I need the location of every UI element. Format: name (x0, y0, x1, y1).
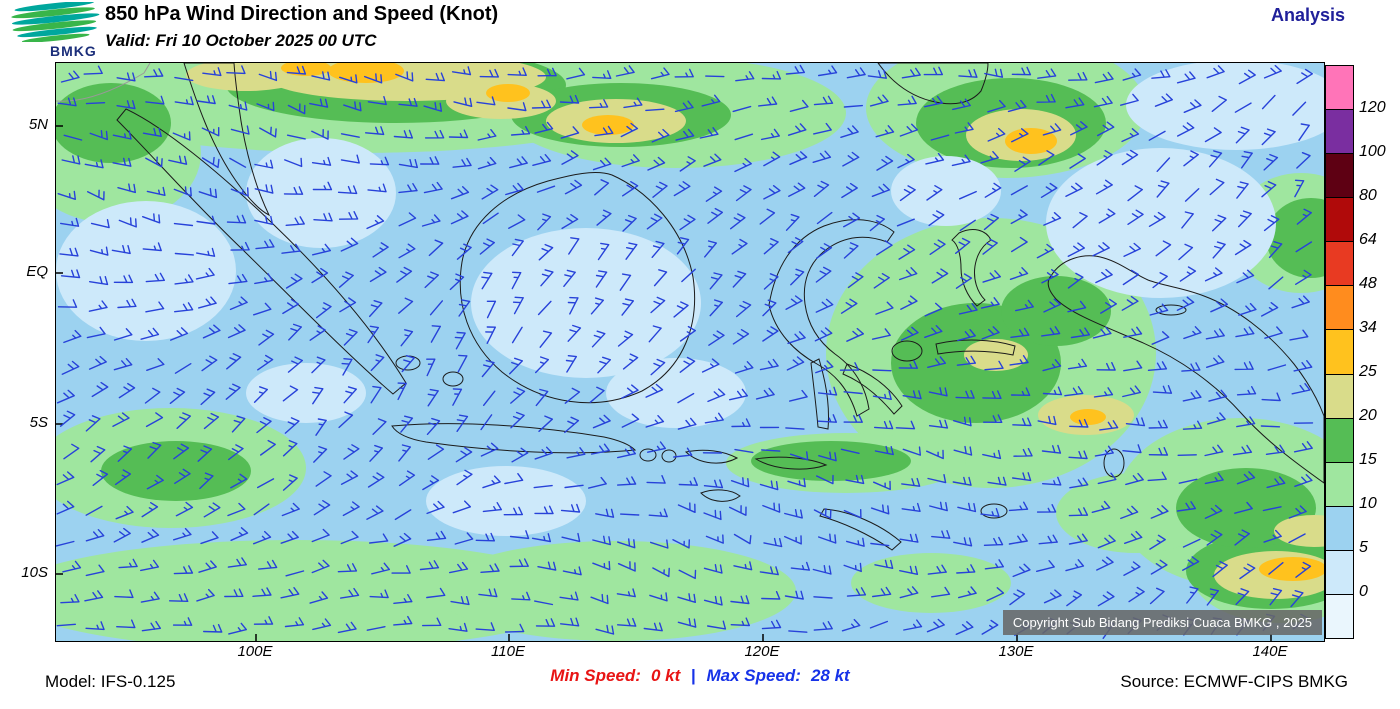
legend-tick-label: 48 (1359, 275, 1377, 292)
map-frame: Copyright Sub Bidang Prediksi Cuaca BMKG… (6, 23, 1371, 650)
bmkg-logo-text: BMKG (50, 43, 97, 59)
legend-color-segment (1326, 505, 1353, 550)
legend-tick-label: 25 (1359, 363, 1377, 380)
lon-tick-label: 130E (998, 643, 1034, 660)
legend-color-segment (1326, 373, 1353, 418)
lat-tick-label: 5S (29, 414, 48, 431)
legend-color-segment (1326, 66, 1353, 110)
lat-tick-label: 10S (21, 564, 48, 581)
legend-color-segment (1326, 197, 1353, 242)
legend-tick-label: 34 (1359, 319, 1377, 336)
bmkg-logo-globe-icon (11, 2, 100, 42)
legend-tick-label: 5 (1359, 539, 1368, 556)
page-title: 850 hPa Wind Direction and Speed (Knot) (105, 3, 499, 25)
legend-color-segment (1326, 109, 1353, 154)
legend-tick-label: 100 (1359, 143, 1386, 160)
lon-tick-label: 110E (491, 643, 525, 660)
max-speed-value: 28 kt (810, 666, 850, 685)
legend-color-segment (1326, 285, 1353, 330)
copyright-bar: Copyright Sub Bidang Prediksi Cuaca BMKG… (1002, 610, 1322, 635)
legend-color-segment (1326, 461, 1353, 506)
legend-color-segment (1326, 329, 1353, 374)
legend-color-segment (1326, 549, 1353, 594)
max-speed-label: Max Speed: (706, 666, 801, 685)
legend-tick-label: 64 (1359, 231, 1377, 248)
legend-color-segment (1326, 593, 1353, 639)
legend-tick-label: 80 (1359, 187, 1377, 204)
source-label: Source: ECMWF-CIPS BMKG (1120, 672, 1348, 691)
legend-color-segment (1326, 417, 1353, 462)
bmkg-logo: BMKG (8, 2, 104, 60)
min-speed-label: Min Speed: (550, 666, 641, 685)
wind-barbs (55, 64, 1314, 639)
legend-bar (1325, 65, 1354, 639)
legend-tick-label: 10 (1359, 495, 1377, 512)
lon-tick-label: 100E (237, 643, 273, 660)
speed-summary: Min Speed: 0 kt | Max Speed: 28 kt (550, 666, 849, 686)
legend-tick-label: 20 (1359, 407, 1377, 424)
legend-tick-label: 15 (1359, 451, 1377, 468)
legend-tick-label: 0 (1359, 583, 1368, 600)
legend-color-segment (1326, 153, 1353, 198)
speed-contours (6, 23, 1371, 650)
axis-ticks (56, 125, 1272, 641)
min-speed-value: 0 kt (650, 666, 681, 685)
legend-tick-label: 120 (1359, 99, 1386, 116)
lat-tick-label: EQ (26, 263, 48, 280)
speed-separator: | (690, 666, 696, 685)
model-label: Model: IFS-0.125 (45, 672, 176, 691)
legend-color-segment (1326, 241, 1353, 286)
lat-tick-label: 5N (28, 116, 48, 133)
analysis-label: Analysis (1270, 5, 1345, 25)
lon-tick-label: 120E (744, 643, 780, 660)
valid-time-label: Valid: Fri 10 October 2025 00 UTC (105, 31, 377, 50)
lon-tick-label: 140E (1252, 643, 1288, 660)
wind-map (6, 23, 1371, 650)
